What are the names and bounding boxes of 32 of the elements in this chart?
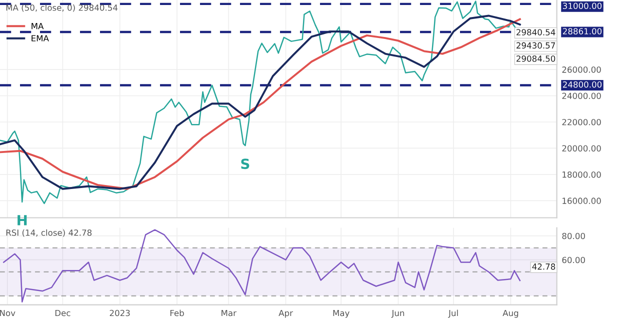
- legend-label: MA: [32, 23, 44, 30]
- x-tick-label: Aug: [502, 310, 518, 318]
- line-series: [3, 229, 521, 302]
- x-tick-label: Feb: [170, 310, 184, 316]
- x-tick-label: Nov: [0, 310, 16, 316]
- y-tick-label: 20000.00: [562, 145, 601, 152]
- chart-title: RSI (14, close) 42.78: [6, 229, 92, 237]
- ref-line-label: 24800.00: [562, 81, 602, 88]
- y-tick-label: 26000.00: [562, 66, 601, 73]
- x-tick-label: Apr: [278, 310, 293, 318]
- ref-line-label: 28861.00: [562, 28, 602, 34]
- annotation: S: [241, 158, 250, 170]
- chart-title: MA (50, close, 0) 29840.54: [6, 4, 118, 12]
- y-tick-label: 16000.00: [562, 198, 601, 204]
- annotation: 29430.57: [516, 42, 555, 49]
- x-tick-label: Dec: [55, 310, 70, 316]
- ref-line-label: 31000.00: [563, 2, 602, 10]
- y-tick-label: 22000.00: [562, 118, 601, 126]
- annotation: 29840.54: [516, 29, 556, 36]
- x-tick-label: 2023: [110, 310, 130, 316]
- x-tick-label: Jun: [391, 310, 404, 318]
- x-tick-label: May: [333, 310, 350, 318]
- annotation: 42.78: [532, 263, 556, 270]
- y-tick-label: 60.00: [562, 256, 585, 264]
- annotation: H: [18, 215, 27, 226]
- legend-label: EMA: [32, 35, 49, 42]
- y-tick-label: 24000.00: [562, 92, 601, 100]
- y-tick-label: 80.00: [562, 232, 585, 240]
- x-tick-label: Jul: [448, 310, 458, 318]
- annotation: 29084.50: [516, 55, 556, 62]
- x-tick-label: Mar: [222, 310, 236, 316]
- y-tick-label: 18000.00: [562, 171, 601, 178]
